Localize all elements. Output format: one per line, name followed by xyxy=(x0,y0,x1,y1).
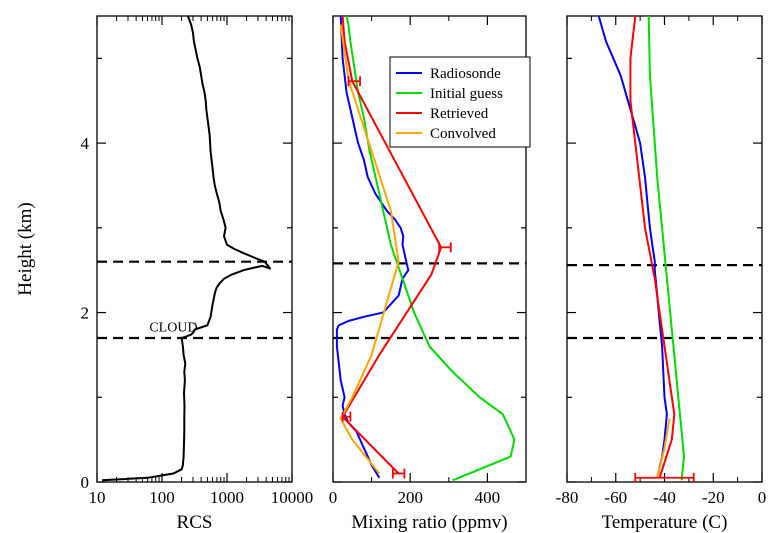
rcs-series-profile xyxy=(102,15,272,482)
temperature-xtick-label: 0 xyxy=(758,488,767,507)
mixing-series-retrieved xyxy=(341,15,443,475)
panel-mixing: 0 200 400 Mixing ratio (ppmv) xyxy=(329,15,527,533)
mixing-xlabel: Mixing ratio (ppmv) xyxy=(351,512,507,533)
rcs-xtick-label: 100 xyxy=(149,488,175,507)
legend-label-initial-guess: Initial guess xyxy=(430,86,503,102)
mixing-xtick-label: 200 xyxy=(397,488,423,507)
panel-temperature: -80 -60 -40 -20 0 Temperature (C) xyxy=(556,15,767,533)
temperature-series-initial-guess xyxy=(647,15,685,481)
legend-label-radiosonde: Radiosonde xyxy=(430,66,501,82)
mixing-xtick-label: 0 xyxy=(329,488,338,507)
temperature-xtick-label: -20 xyxy=(702,488,725,507)
legend-label-convolved: Convolved xyxy=(430,126,496,142)
rcs-frame xyxy=(96,15,293,483)
rcs-ylabel: Height (km) xyxy=(15,202,36,295)
temperature-series-radiosonde xyxy=(597,15,668,479)
rcs-ytick-label: 4 xyxy=(81,134,90,153)
rcs-xtick-label: 1000 xyxy=(210,488,244,507)
legend-label-retrieved: Retrieved xyxy=(430,106,489,122)
temperature-series-convolved xyxy=(656,418,671,479)
mixing-xtick-label: 400 xyxy=(475,488,501,507)
mixing-frame xyxy=(332,15,527,483)
mixing-series-initial-guess xyxy=(345,15,516,482)
temperature-series-retrieved xyxy=(629,15,676,479)
temperature-xtick-label: -40 xyxy=(653,488,676,507)
rcs-xlabel: RCS xyxy=(177,512,213,533)
rcs-xtick-label: 10000 xyxy=(271,488,314,507)
rcs-ytick-label: 2 xyxy=(81,304,90,323)
mixing-series-radiosonde xyxy=(335,15,410,479)
temperature-xlabel: Temperature (C) xyxy=(602,512,728,533)
legend: Radiosonde Initial guess Retrieved Convolve… xyxy=(389,56,531,148)
rcs-xtick-label: 10 xyxy=(89,488,106,507)
panel-rcs: 10 100 1000 10000 0 2 4 CLOUD RCS Height (km) xyxy=(15,15,314,533)
rcs-annotation: CLOUD xyxy=(149,320,197,335)
rcs-ytick-label: 0 xyxy=(81,473,90,492)
temperature-xtick-label: -60 xyxy=(604,488,627,507)
temperature-xtick-label: -80 xyxy=(556,488,579,507)
mixing-series-convolved xyxy=(339,24,400,475)
